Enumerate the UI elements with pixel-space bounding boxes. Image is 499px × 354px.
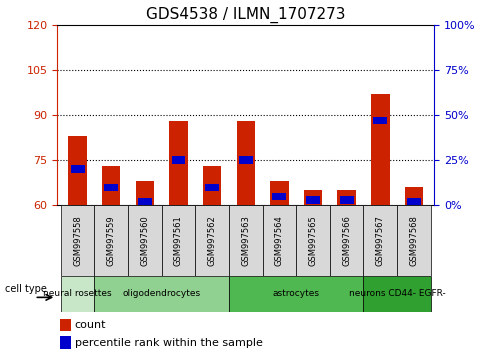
Bar	[203, 166, 222, 205]
Text: count: count	[74, 320, 106, 330]
Bar	[169, 121, 188, 205]
Bar	[397, 205, 431, 276]
Bar	[363, 205, 397, 276]
Bar	[363, 276, 431, 312]
Text: GSM997567: GSM997567	[376, 215, 385, 266]
Bar	[61, 276, 94, 312]
Text: GSM997561: GSM997561	[174, 215, 183, 266]
Bar	[304, 190, 322, 205]
Text: oligodendrocytes: oligodendrocytes	[123, 289, 201, 298]
Bar	[239, 156, 252, 164]
Bar	[337, 190, 356, 205]
Text: GSM997564: GSM997564	[275, 215, 284, 266]
Bar	[229, 205, 262, 276]
Bar	[136, 181, 154, 205]
Text: GSM997562: GSM997562	[208, 215, 217, 266]
Bar	[102, 166, 120, 205]
Bar	[405, 187, 423, 205]
Bar	[172, 156, 186, 164]
Text: percentile rank within the sample: percentile rank within the sample	[74, 338, 262, 348]
Bar	[61, 205, 94, 276]
Text: neural rosettes: neural rosettes	[43, 289, 112, 298]
Bar	[128, 205, 162, 276]
Text: neurons CD44- EGFR-: neurons CD44- EGFR-	[349, 289, 446, 298]
Text: GSM997558: GSM997558	[73, 215, 82, 266]
Bar	[373, 117, 387, 124]
Bar	[306, 196, 320, 204]
Bar	[138, 198, 152, 205]
Text: GSM997566: GSM997566	[342, 215, 351, 266]
Bar	[407, 198, 421, 205]
Bar	[195, 205, 229, 276]
Bar	[60, 336, 70, 349]
Title: GDS4538 / ILMN_1707273: GDS4538 / ILMN_1707273	[146, 7, 345, 23]
Bar	[330, 205, 363, 276]
Text: astrocytes: astrocytes	[273, 289, 320, 298]
Bar	[296, 205, 330, 276]
Bar	[104, 183, 118, 191]
Bar	[71, 165, 84, 173]
Text: cell type: cell type	[4, 284, 46, 293]
Text: GSM997563: GSM997563	[241, 215, 250, 266]
Bar	[371, 94, 390, 205]
Bar	[229, 276, 363, 312]
Text: GSM997565: GSM997565	[308, 215, 317, 266]
Text: GSM997568: GSM997568	[410, 215, 419, 266]
Text: GSM997559: GSM997559	[107, 215, 116, 266]
Bar	[272, 193, 286, 200]
Bar	[340, 196, 354, 204]
Bar	[270, 181, 288, 205]
Bar	[60, 319, 70, 331]
Bar	[94, 276, 229, 312]
Bar	[237, 121, 255, 205]
Bar	[94, 205, 128, 276]
Text: GSM997560: GSM997560	[140, 215, 149, 266]
Bar	[68, 136, 87, 205]
Bar	[262, 205, 296, 276]
Bar	[162, 205, 195, 276]
Bar	[205, 183, 219, 191]
